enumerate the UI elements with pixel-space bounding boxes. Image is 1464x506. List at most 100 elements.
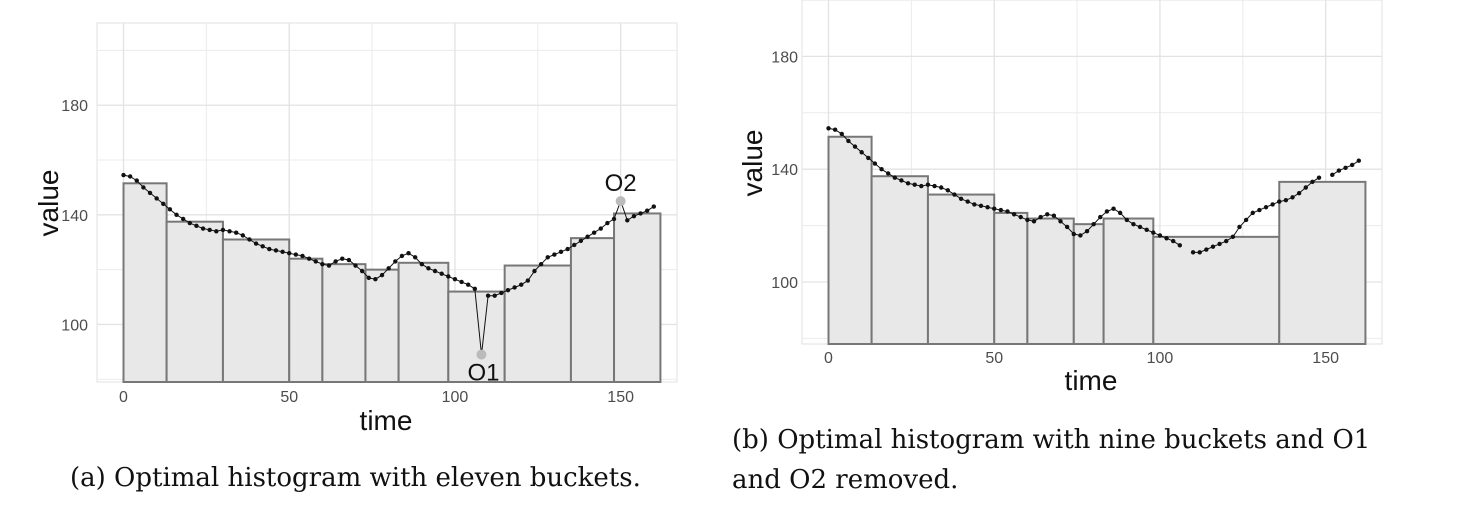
x-tick-label: 150 <box>1312 350 1339 367</box>
series-point <box>426 266 431 271</box>
y-tick-label: 100 <box>771 275 798 292</box>
series-point <box>1310 179 1315 185</box>
y-tick-label: 180 <box>771 49 798 66</box>
series-point <box>485 293 491 298</box>
series-point <box>466 282 471 287</box>
histogram-bucket-1 <box>827 135 873 345</box>
series-point <box>174 212 179 218</box>
series-point <box>121 172 126 178</box>
series-point <box>512 285 517 290</box>
series-point <box>1316 175 1322 180</box>
series-point <box>379 272 385 278</box>
series-point <box>1356 158 1361 163</box>
series-point <box>154 196 159 201</box>
series-point <box>899 178 904 183</box>
series-point <box>1171 238 1176 244</box>
histogram-bucket-5 <box>1026 217 1075 346</box>
series-point <box>240 233 246 238</box>
series-point <box>127 174 133 179</box>
series-point <box>552 252 557 257</box>
series-point <box>905 181 911 186</box>
series-point <box>598 226 603 231</box>
series-point <box>1277 199 1282 204</box>
series-point <box>538 261 544 267</box>
series-point <box>306 256 312 261</box>
series-point <box>134 178 139 183</box>
outlier-point-o2 <box>615 196 626 207</box>
series-point <box>519 282 524 287</box>
series-point <box>839 131 844 137</box>
series-point <box>459 279 464 285</box>
histogram-bucket-7 <box>1102 217 1155 346</box>
series-point <box>992 206 997 211</box>
x-tick-label: 50 <box>985 350 1003 367</box>
series-point <box>1131 221 1136 227</box>
series-point <box>505 287 511 293</box>
series-point <box>1177 243 1183 248</box>
series-point <box>532 268 537 274</box>
series-point <box>1204 247 1209 252</box>
series-point <box>572 242 577 248</box>
series-point <box>978 203 984 209</box>
series-point <box>879 166 884 172</box>
series-point <box>1124 217 1129 223</box>
histogram-bucket-2 <box>165 220 224 383</box>
series-point <box>1051 213 1057 218</box>
histogram-bucket-9 <box>503 264 572 384</box>
series-point <box>419 261 424 267</box>
series-point <box>545 255 550 260</box>
series-point <box>1243 217 1249 223</box>
series-point <box>1104 209 1110 214</box>
series-point <box>1210 244 1216 249</box>
series-point <box>1263 205 1269 210</box>
series-point <box>1137 224 1143 230</box>
series-point <box>1237 224 1242 230</box>
series-point <box>939 185 944 190</box>
series-point <box>273 248 279 253</box>
series-point <box>1078 233 1083 238</box>
series-point <box>393 259 398 264</box>
series-point <box>1157 233 1163 238</box>
series-point <box>432 268 438 274</box>
series-point <box>167 207 173 212</box>
series-point <box>932 183 937 189</box>
x-tick-label: 100 <box>1147 350 1174 367</box>
series-point <box>558 249 564 255</box>
series-point <box>267 246 272 252</box>
caption-b: (b) Optimal histogram with nine buckets … <box>732 425 1371 495</box>
series-point <box>1349 162 1355 168</box>
series-point <box>1038 214 1043 220</box>
series-point <box>446 274 451 279</box>
series-point <box>1011 212 1017 217</box>
series-point <box>1151 230 1156 235</box>
x-tick-label: 0 <box>824 350 833 367</box>
series-point <box>998 207 1004 213</box>
series-point <box>925 182 931 187</box>
y-axis-title: value <box>737 130 768 197</box>
series-point <box>353 263 358 268</box>
x-tick-label: 50 <box>280 389 298 406</box>
y-axis-title: value <box>33 170 64 237</box>
series-point <box>1071 231 1076 237</box>
series-point <box>373 277 378 282</box>
series-point <box>1064 224 1070 230</box>
histogram-bucket-7 <box>397 261 450 383</box>
y-tick-label: 140 <box>61 208 88 225</box>
series-point <box>859 150 864 155</box>
histogram-bucket-10 <box>569 237 616 383</box>
x-tick-label: 0 <box>119 389 128 406</box>
histogram-bucket-5 <box>321 263 367 383</box>
series-point <box>320 261 325 267</box>
histogram-bucket-4 <box>993 211 1029 345</box>
caption-a: (a) Optimal histogram with eleven bucket… <box>70 463 641 493</box>
series-point <box>919 183 924 189</box>
series-point <box>525 278 531 283</box>
series-point <box>187 220 192 226</box>
series-point <box>826 126 831 131</box>
series-point <box>892 175 897 180</box>
series-point <box>260 244 265 249</box>
series-point <box>1084 229 1090 234</box>
y-tick-label: 100 <box>61 317 88 334</box>
series-point <box>366 275 371 281</box>
histogram-bucket-6 <box>364 268 400 384</box>
